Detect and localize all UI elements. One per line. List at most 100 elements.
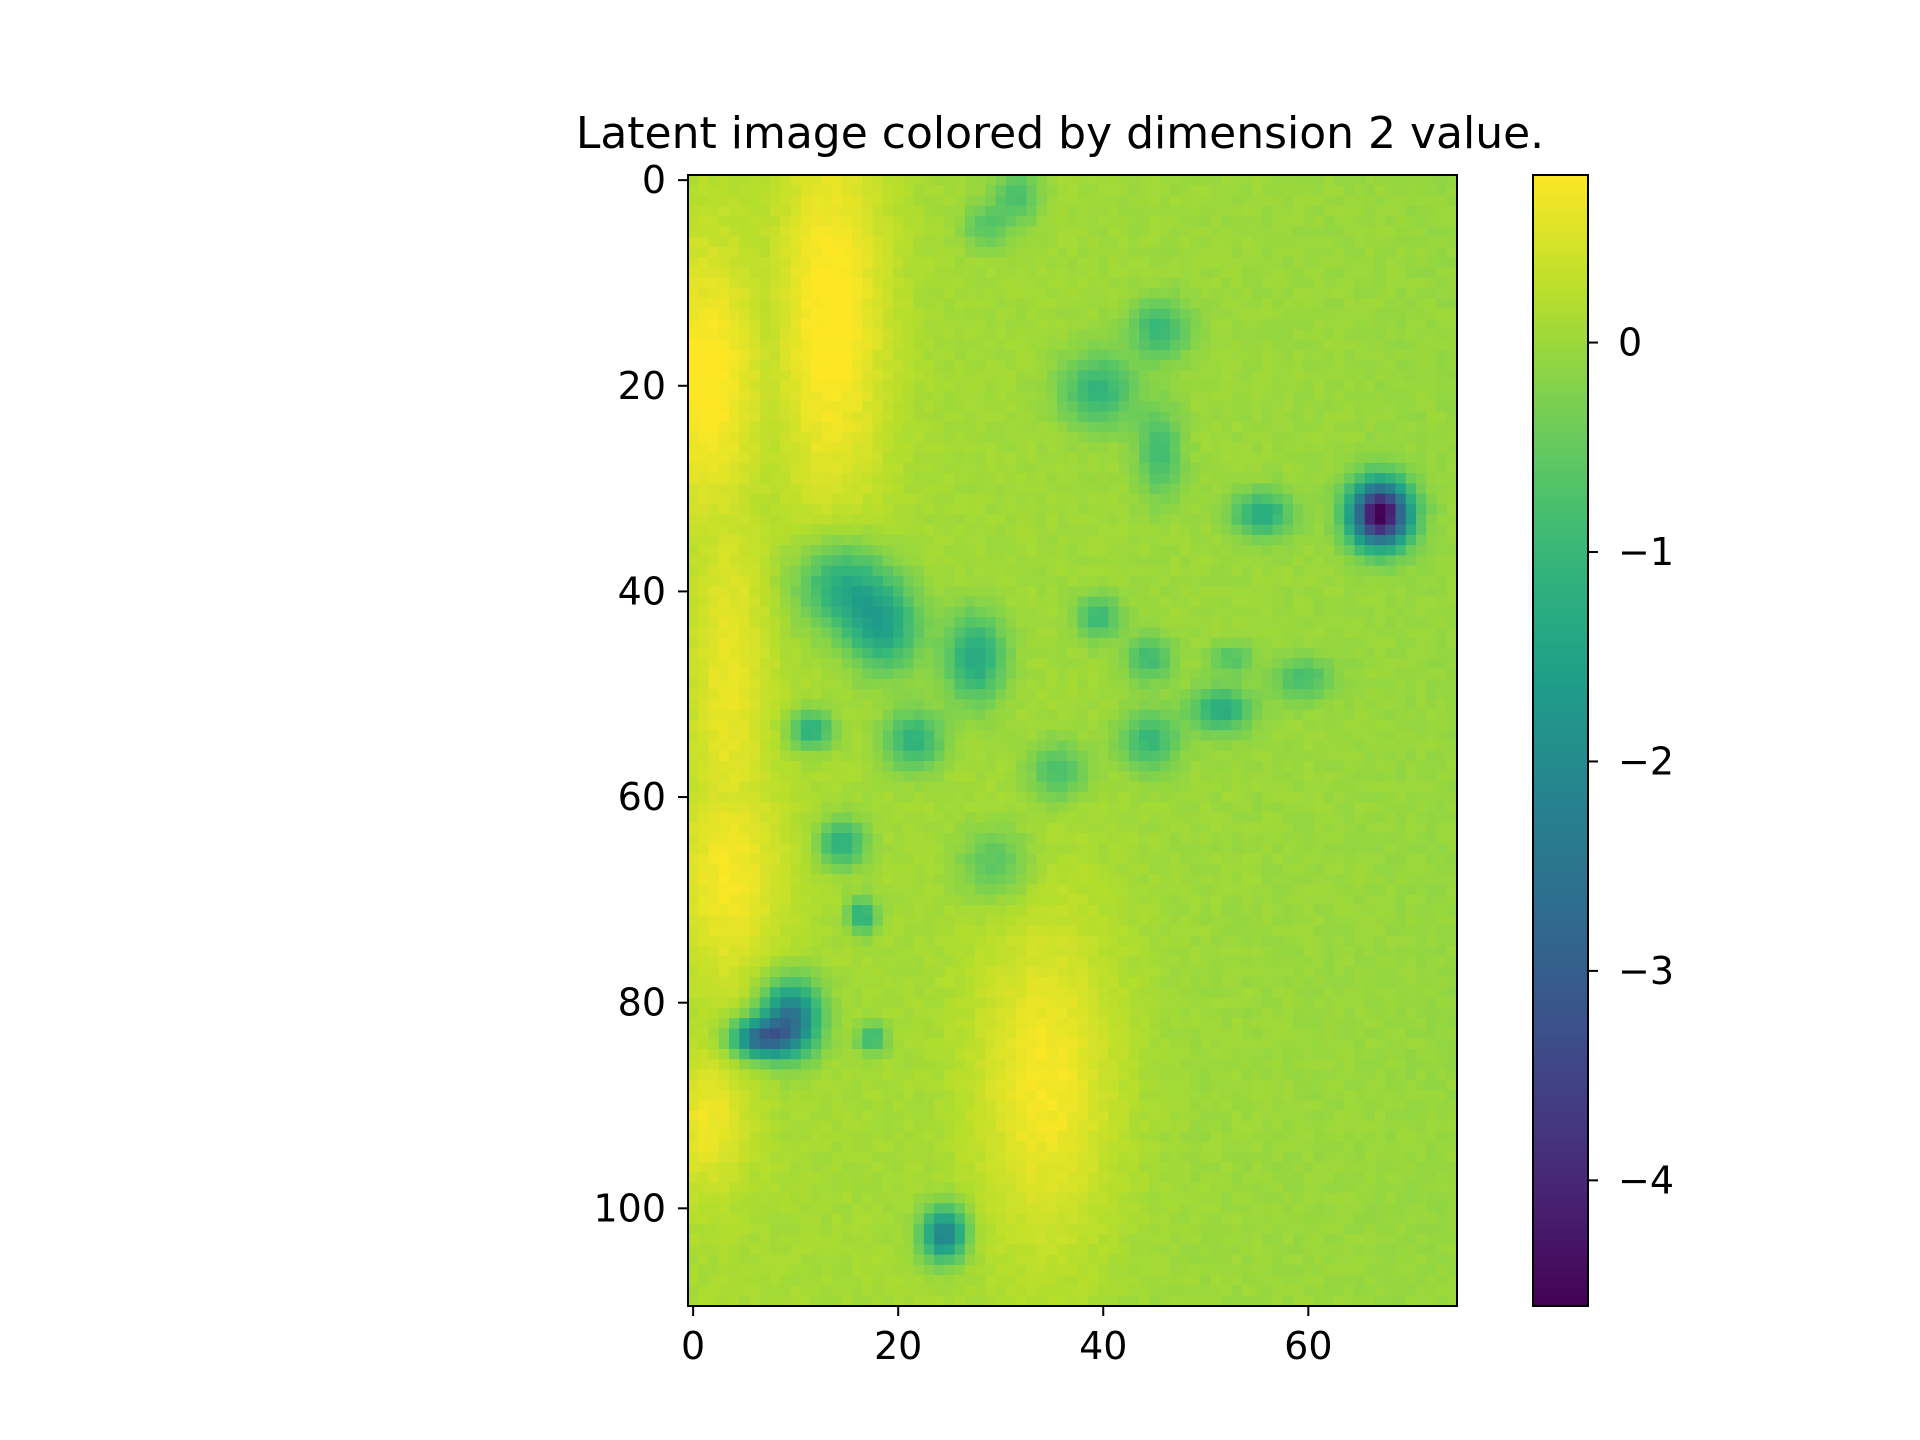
heatmap-cell (770, 534, 781, 546)
heatmap-cell (944, 637, 956, 649)
heatmap-cell (1415, 678, 1427, 690)
heatmap-cell (1292, 277, 1304, 289)
heatmap-cell (1436, 442, 1448, 454)
heatmap-cell (1385, 462, 1397, 474)
heatmap-cell (1241, 596, 1253, 608)
heatmap-cell (831, 370, 843, 382)
heatmap-cell (1436, 647, 1448, 659)
heatmap-cell (1036, 853, 1048, 865)
heatmap-cell (1210, 421, 1222, 433)
heatmap-cell (1016, 442, 1027, 454)
heatmap-cell (831, 596, 843, 608)
heatmap-cell (1436, 802, 1448, 814)
heatmap-cell (1344, 565, 1356, 577)
heatmap-cell (1241, 575, 1253, 587)
heatmap-cell (1374, 421, 1386, 433)
heatmap-cell (790, 175, 802, 186)
heatmap-cell (1169, 318, 1181, 330)
heatmap-cell (903, 575, 915, 587)
heatmap-cell (821, 843, 833, 855)
heatmap-cell (913, 781, 925, 793)
heatmap-cell (1057, 442, 1068, 454)
heatmap-cell (882, 534, 894, 546)
heatmap-cell (1016, 637, 1027, 649)
heatmap-cell (975, 761, 986, 772)
heatmap-cell (1323, 473, 1335, 485)
heatmap-cell (800, 411, 812, 423)
heatmap-cell (1333, 288, 1345, 299)
heatmap-cell (770, 216, 781, 228)
heatmap-cell (708, 277, 720, 289)
heatmap-cell (811, 524, 822, 536)
heatmap-cell (841, 462, 853, 474)
heatmap-cell (770, 802, 781, 814)
heatmap-cell (1057, 246, 1068, 258)
heatmap-cell (739, 473, 751, 485)
heatmap-cell (964, 689, 976, 700)
heatmap-cell (1139, 719, 1150, 731)
heatmap-cell (995, 596, 1007, 608)
heatmap-cell (1262, 226, 1274, 238)
heatmap-cell (698, 390, 710, 402)
heatmap-cell (1098, 380, 1109, 392)
heatmap-cell (708, 175, 720, 186)
heatmap-cell (780, 586, 792, 598)
heatmap-cell (1108, 812, 1120, 824)
heatmap-cell (1385, 360, 1397, 371)
heatmap-cell (1077, 195, 1089, 207)
heatmap-cell (1262, 308, 1274, 320)
heatmap-cell (954, 349, 966, 361)
heatmap-cell (872, 473, 884, 485)
heatmap-cell (708, 185, 720, 197)
heatmap-cell (1262, 761, 1274, 772)
heatmap-cell (1026, 575, 1038, 587)
heatmap-cell (995, 689, 1007, 700)
heatmap-cell (1169, 226, 1181, 238)
heatmap-cell (1128, 812, 1140, 824)
heatmap-cell (749, 761, 761, 772)
heatmap-cell (1139, 709, 1150, 721)
heatmap-cell (1169, 699, 1181, 711)
heatmap-cell (739, 452, 751, 464)
heatmap-cell (882, 411, 894, 423)
heatmap-cell (729, 853, 740, 865)
heatmap-cell (708, 853, 720, 865)
heatmap-cell (1118, 514, 1130, 526)
heatmap-cell (831, 185, 843, 197)
heatmap-cell (934, 483, 945, 495)
heatmap-cell (759, 493, 771, 505)
heatmap-cell (1067, 298, 1079, 310)
heatmap-cell (790, 647, 802, 659)
heatmap-cell (1098, 534, 1109, 546)
heatmap-cell (841, 421, 853, 433)
heatmap-cell (954, 195, 966, 207)
heatmap-cell (1139, 226, 1150, 238)
heatmap-cell (1426, 668, 1438, 680)
heatmap-cell (862, 606, 874, 618)
heatmap-cell (1385, 390, 1397, 402)
heatmap-cell (954, 462, 966, 474)
heatmap-cell (934, 709, 945, 721)
heatmap-cell (872, 432, 884, 443)
heatmap-cell (759, 452, 771, 464)
heatmap-cell (944, 822, 956, 834)
heatmap-cell (882, 761, 894, 772)
heatmap-cell (1067, 658, 1079, 670)
heatmap-cell (1313, 781, 1325, 793)
heatmap-cell (1057, 298, 1068, 310)
heatmap-cell (975, 812, 986, 824)
heatmap-cell (1262, 236, 1274, 248)
heatmap-cell (1251, 185, 1263, 197)
heatmap-cell (821, 421, 833, 433)
heatmap-cell (944, 740, 956, 752)
heatmap-cell (1272, 288, 1284, 299)
heatmap-cell (903, 833, 915, 844)
heatmap-cell (811, 401, 822, 413)
heatmap-cell (852, 288, 863, 299)
heatmap-cell (1046, 791, 1058, 803)
heatmap-cell (852, 308, 863, 320)
heatmap-cell (1200, 709, 1212, 721)
heatmap-cell (749, 175, 761, 186)
heatmap-cell (1067, 329, 1079, 341)
heatmap-cell (1385, 647, 1397, 659)
